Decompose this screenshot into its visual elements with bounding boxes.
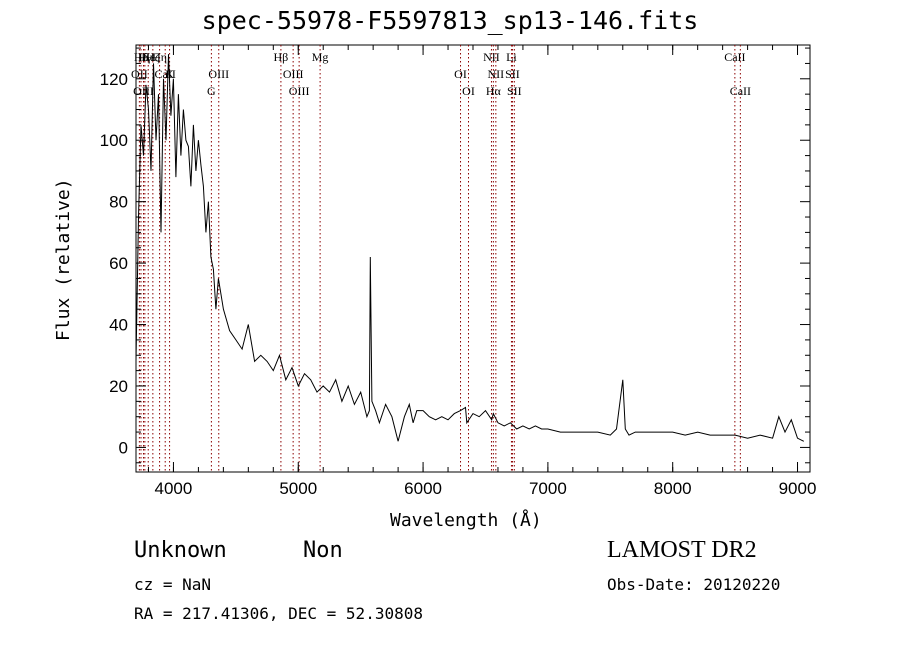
line-marker-label: CaII [730, 84, 751, 98]
x-tick-label: 4000 [155, 479, 193, 498]
spectrum-line [135, 54, 805, 442]
line-marker-label: CaII [724, 50, 745, 64]
y-axis-ticks: 0 20 40 60 80 100 120 [100, 47, 810, 464]
line-marker-label: G [207, 84, 216, 98]
ra-dec-value: RA = 217.41306, DEC = 52.30808 [134, 604, 423, 623]
y-axis-label: Flux (relative) [53, 178, 74, 341]
line-marker-label: OIII [208, 67, 229, 81]
line-marker-label: OI [454, 67, 467, 81]
survey-label: LAMOST DR2 [607, 537, 757, 563]
line-marker-label: Hε [141, 50, 155, 64]
y-tick-label: 80 [109, 193, 128, 212]
line-marker-label: Hγ [138, 50, 153, 64]
y-tick-label: 100 [100, 131, 128, 150]
line-marker-label: Li [506, 50, 517, 64]
line-marker-label: Hα [486, 84, 502, 98]
x-axis-label: Wavelength (Å) [390, 510, 542, 531]
y-tick-label: 60 [109, 254, 128, 273]
chart-title: spec-55978-F5597813_sp13-146.fits [201, 6, 699, 35]
y-tick-label: 40 [109, 316, 128, 335]
line-marker-label: Mg [312, 50, 329, 64]
line-marker-label: Hβ [274, 50, 289, 64]
line-marker-label: SII [505, 67, 520, 81]
line-marker-label: NII [483, 50, 500, 64]
x-tick-label: 9000 [779, 479, 817, 498]
obs-date: Obs-Date: 20120220 [607, 575, 781, 594]
line-marker-label: OI [462, 84, 475, 98]
y-tick-label: 0 [119, 438, 128, 457]
x-axis-ticks: 4000 5000 6000 7000 8000 9000 [147, 45, 817, 498]
y-tick-label: 120 [100, 70, 128, 89]
x-tick-label: 7000 [529, 479, 567, 498]
line-marker-label: Hη [152, 50, 167, 64]
subclass-label: Non [303, 538, 343, 563]
line-marker-label: OIII [133, 84, 154, 98]
line-marker-label: CaII [155, 67, 176, 81]
line-marker-label: OIII [289, 84, 310, 98]
class-label: Unknown [134, 538, 227, 563]
cz-value: cz = NaN [134, 575, 212, 594]
line-marker-label: OII [131, 67, 148, 81]
line-marker-label: NII [488, 67, 505, 81]
line-marker-label: OIII [283, 67, 304, 81]
line-marker-label: Hδ [134, 50, 149, 64]
x-tick-label: 6000 [404, 479, 442, 498]
x-tick-label: 5000 [279, 479, 317, 498]
plot-frame [135, 44, 811, 473]
x-tick-label: 8000 [654, 479, 692, 498]
line-marker-label: Hζ [146, 50, 160, 64]
y-tick-label: 20 [109, 377, 128, 396]
line-marker-label: SII [507, 84, 522, 98]
line-markers [138, 45, 741, 472]
